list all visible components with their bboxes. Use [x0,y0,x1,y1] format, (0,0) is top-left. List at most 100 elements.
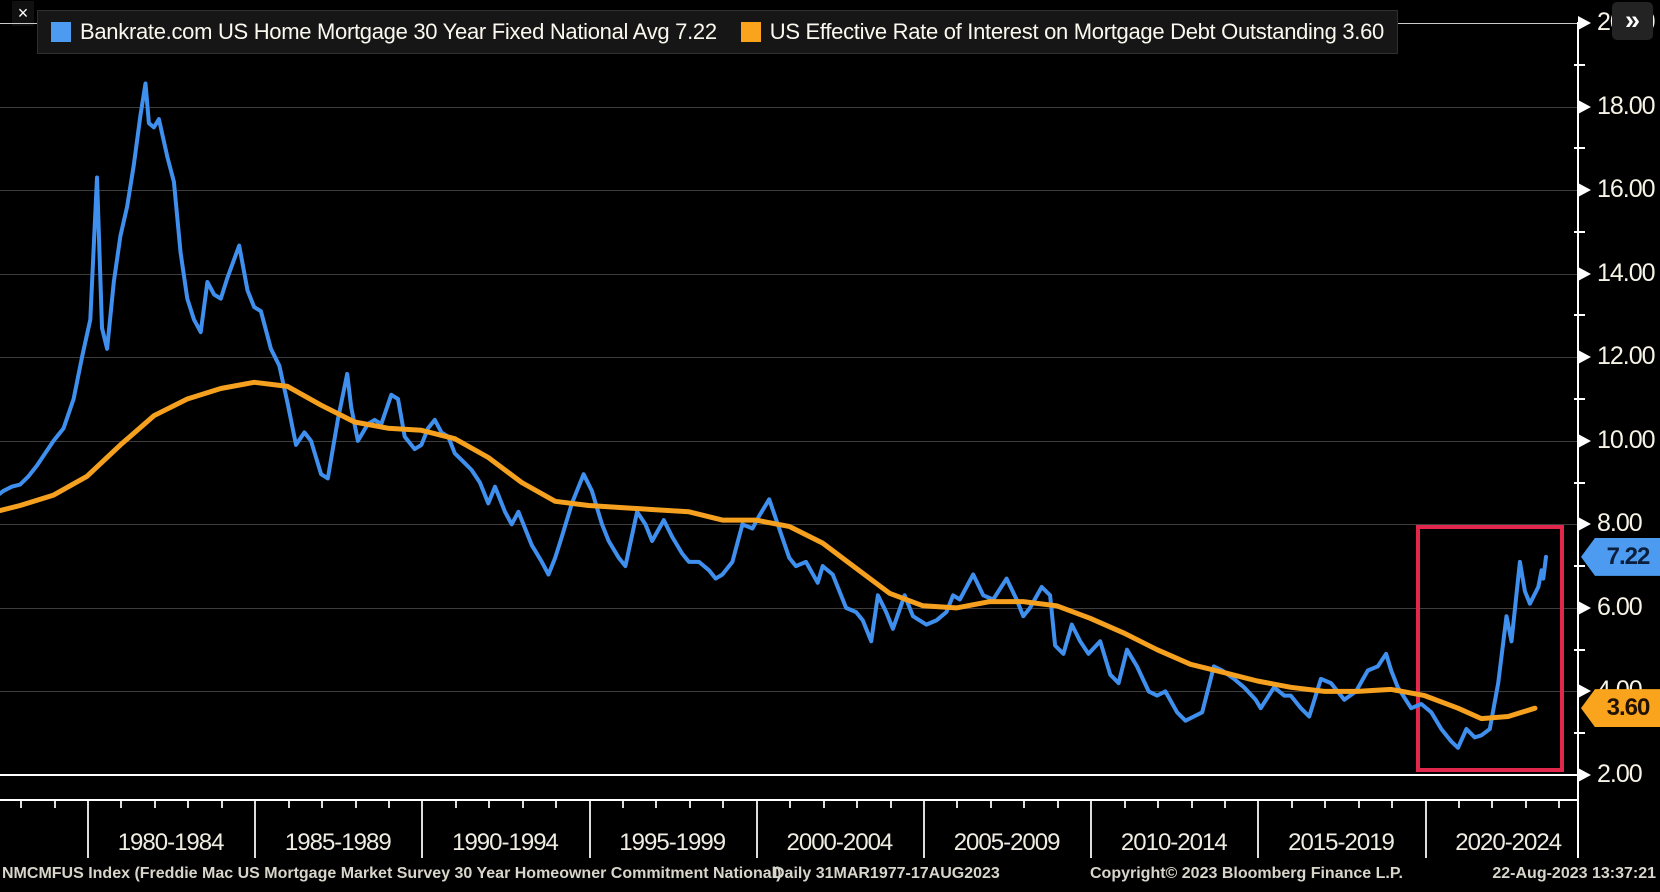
y-tick-label: 12.00 [1597,342,1656,371]
highlight-annotation-box[interactable] [1415,524,1564,772]
last-value-tag-orange: 3.60 [1581,689,1660,728]
orange-series-swatch-icon [740,22,761,42]
y-tick-arrow-icon [1578,183,1591,198]
y-gridline [0,106,1578,108]
y-gridline [0,691,1578,693]
y-tick-arrow-icon [1578,684,1591,699]
y-tick-label: 18.00 [1597,91,1656,120]
x-minor-tick [1190,801,1193,808]
x-period-label: 1990-1994 [452,829,559,856]
legend-label: Bankrate.com US Home Mortgage 30 Year Fi… [80,19,717,44]
timestamp: 22-Aug-2023 13:37:21 [1492,865,1656,882]
x-minor-tick [287,801,290,808]
y-minor-tick [1574,314,1585,317]
y-tick-arrow-icon [1578,266,1591,281]
series-line [0,81,1548,750]
x-minor-tick [889,801,892,808]
y-minor-tick [1574,230,1585,233]
y-tick-label: 14.00 [1597,258,1656,287]
x-minor-tick [488,801,491,808]
y-minor-tick [1574,397,1585,400]
periodicity-range: Daily 31MAR1977-17AUG2023 [773,865,1000,882]
x-minor-tick [153,801,156,808]
x-minor-tick [1324,801,1327,808]
x-minor-tick [220,801,223,808]
y-tick-arrow-icon [1578,99,1591,114]
y-tick-arrow-icon [1578,600,1591,615]
close-icon[interactable]: × [12,1,34,26]
series-line [0,379,1538,722]
x-period-label: 1985-1989 [284,829,392,856]
x-minor-tick [956,801,959,808]
y-gridline [0,190,1578,192]
y-gridline [0,774,1578,776]
x-minor-tick [1123,801,1126,808]
x-minor-tick [622,801,625,808]
x-minor-tick [1223,801,1226,808]
x-period-label: 2015-2019 [1288,829,1395,856]
x-major-tick [588,801,591,858]
y-tick-label: 6.00 [1597,592,1643,621]
y-minor-tick [1574,648,1585,651]
x-period-label: 1995-1999 [619,829,726,856]
x-period-label: 1980-1984 [117,829,225,856]
last-value-tag-blue: 7.22 [1581,537,1660,576]
y-tick-label: 8.00 [1597,509,1643,538]
x-minor-tick [1157,801,1160,808]
x-minor-tick [722,801,725,808]
x-minor-tick [1491,801,1494,808]
y-minor-tick [1574,147,1585,150]
x-major-tick [923,801,925,858]
x-major-tick [1424,801,1427,858]
x-minor-tick [1290,801,1293,808]
x-minor-tick [354,801,357,808]
x-minor-tick [1056,801,1059,808]
x-minor-tick [1458,801,1461,808]
x-minor-tick [454,801,457,808]
x-minor-tick [1524,801,1527,808]
y-tick-arrow-icon [1578,15,1591,30]
y-tick-label: 10.00 [1597,425,1656,454]
x-minor-tick [1357,801,1360,808]
x-minor-tick [856,801,859,808]
x-minor-tick [989,801,992,808]
x-minor-tick [387,801,390,808]
x-minor-tick [20,801,23,808]
y-gridline [0,357,1578,359]
x-period-label: 2010-2014 [1120,829,1228,856]
x-period-label: 2020-2024 [1455,829,1562,856]
x-minor-tick [822,801,825,808]
y-tick-label: 2.00 [1597,760,1643,788]
y-gridline [0,440,1578,442]
legend-item-effective-rate[interactable]: US Effective Rate of Interest on Mortgag… [740,19,1384,45]
copyright-notice: Copyright© 2023 Bloomberg Finance L.P. [1090,865,1403,882]
x-minor-tick [688,801,691,808]
x-period-label: 2005-2009 [953,829,1061,856]
blue-series-swatch-icon [51,22,71,42]
x-minor-tick [655,801,658,808]
index-description: NMCMFUS Index (Freddie Mac US Mortgage M… [2,865,782,882]
expand-chart-icon[interactable]: » [1612,2,1653,40]
y-tick-arrow-icon [1578,517,1591,532]
x-major-tick [421,801,424,858]
y-minor-tick [1574,63,1585,66]
x-minor-tick [187,801,190,808]
x-minor-tick [789,801,792,808]
y-tick-arrow-icon [1578,433,1591,448]
x-minor-tick [120,801,123,808]
legend-item-mortgage-30y[interactable]: Bankrate.com US Home Mortgage 30 Year Fi… [51,19,717,45]
legend: Bankrate.com US Home Mortgage 30 Year Fi… [37,10,1398,54]
y-tick-arrow-icon [1578,768,1591,782]
x-major-tick [755,801,758,858]
y-tick-arrow-icon [1578,350,1591,365]
x-minor-tick [1391,801,1394,808]
x-minor-tick [1023,801,1026,808]
legend-label: US Effective Rate of Interest on Mortgag… [769,19,1384,44]
x-major-tick [87,801,89,858]
x-minor-tick [555,801,558,808]
y-minor-tick [1574,732,1585,735]
x-minor-tick [321,801,324,808]
x-minor-tick [1558,801,1561,808]
x-period-label: 2000-2004 [786,829,894,856]
x-major-tick [1257,801,1260,858]
